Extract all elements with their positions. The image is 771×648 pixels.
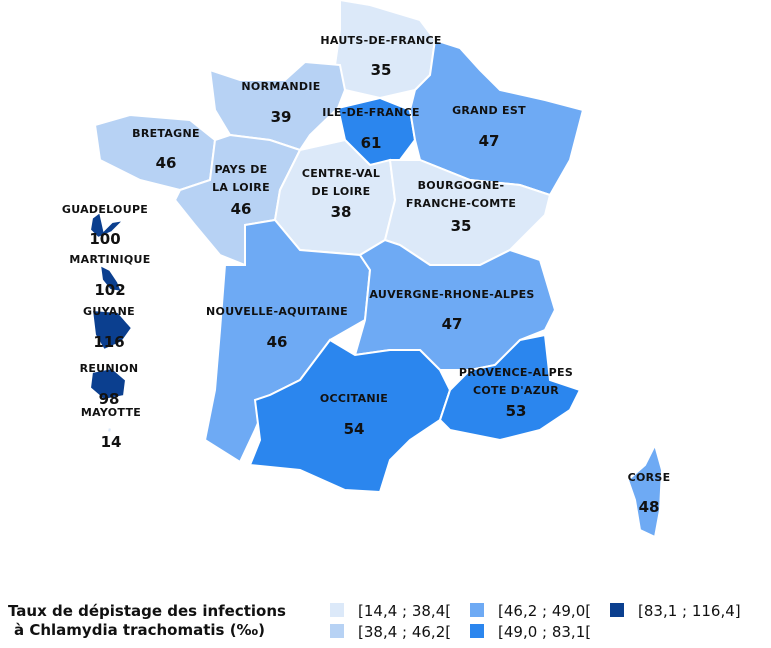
legend-swatch xyxy=(610,603,624,617)
legend-label: [46,2 ; 49,0[ xyxy=(498,602,591,620)
legend-swatch xyxy=(470,624,484,638)
region-value: 100 xyxy=(89,230,120,248)
region-value: 53 xyxy=(506,402,527,420)
region-value: 47 xyxy=(479,132,500,150)
region-name: AUVERGNE-RHONE-ALPES xyxy=(369,288,534,301)
region-shape xyxy=(98,263,124,294)
region-value: 39 xyxy=(271,108,292,126)
region-value: 98 xyxy=(99,390,120,408)
region-name: OCCITANIE xyxy=(320,392,388,405)
region-value: 47 xyxy=(442,315,463,333)
region-value: 46 xyxy=(267,333,288,351)
region-name: BRETAGNE xyxy=(132,127,200,140)
region-value: 116 xyxy=(93,333,124,351)
legend-label: [38,4 ; 46,2[ xyxy=(358,623,451,641)
region-name: GUYANE xyxy=(83,305,135,318)
region-shape xyxy=(626,442,664,539)
legend-label: [83,1 ; 116,4] xyxy=(638,602,741,620)
region-name: CORSE xyxy=(628,471,671,484)
region-name: FRANCHE-COMTE xyxy=(406,197,516,210)
region-name: REUNION xyxy=(80,362,139,375)
region-shape xyxy=(105,425,114,435)
region-value: 46 xyxy=(231,200,252,218)
legend-swatch xyxy=(330,603,344,617)
region-name: NOUVELLE-AQUITAINE xyxy=(206,305,348,318)
region-shape xyxy=(248,338,452,494)
region-name: HAUTS-DE-FRANCE xyxy=(320,34,441,47)
region-name: ILE-DE-FRANCE xyxy=(322,106,420,119)
region-shape xyxy=(88,366,128,402)
region-value: 54 xyxy=(344,420,365,438)
legend-title: Taux de dépistage des infections xyxy=(8,602,286,620)
region-name: MAYOTTE xyxy=(81,406,141,419)
region-value: 102 xyxy=(94,281,125,299)
legend-label: [14,4 ; 38,4[ xyxy=(358,602,451,620)
region-name: BOURGOGNE- xyxy=(418,179,505,192)
region-name: PROVENCE-ALPES xyxy=(459,366,573,379)
region-name: GUADELOUPE xyxy=(62,203,148,216)
legend-title: à Chlamydia trachomatis (‰) xyxy=(14,621,265,639)
region-value: 46 xyxy=(156,154,177,172)
region-shape xyxy=(333,0,437,100)
region-value: 61 xyxy=(361,134,382,152)
region-value: 38 xyxy=(331,203,352,221)
region-name: PAYS DE xyxy=(215,163,268,176)
region-shape xyxy=(88,210,127,240)
legend-label: [49,0 ; 83,1[ xyxy=(498,623,591,641)
legend-swatch xyxy=(470,603,484,617)
legend-swatch xyxy=(330,624,344,638)
region-value: 14 xyxy=(101,433,122,451)
region-value: 35 xyxy=(451,217,472,235)
region-shape xyxy=(90,308,134,352)
region-value: 48 xyxy=(639,498,660,516)
region-name: LA LOIRE xyxy=(212,181,270,194)
region-name: NORMANDIE xyxy=(241,80,320,93)
region-shape xyxy=(438,333,582,442)
region-name: GRAND EST xyxy=(452,104,526,117)
region-name: COTE D'AZUR xyxy=(473,384,559,397)
region-name: DE LOIRE xyxy=(312,185,371,198)
region-name: MARTINIQUE xyxy=(69,253,150,266)
region-value: 35 xyxy=(371,61,392,79)
region-name: CENTRE-VAL xyxy=(302,167,380,180)
